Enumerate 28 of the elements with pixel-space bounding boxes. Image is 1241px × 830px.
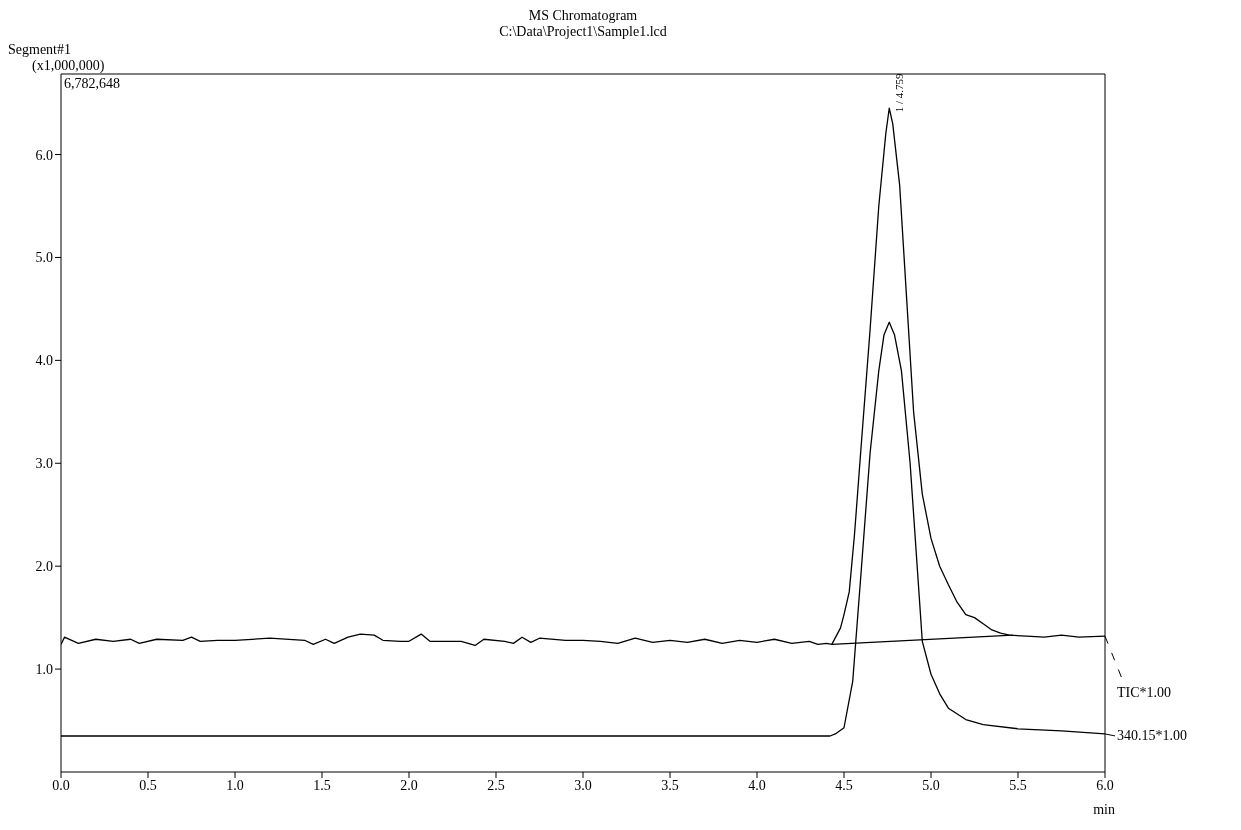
x-tick-label: 2.5	[487, 777, 505, 793]
text: TIC*1.00	[1117, 685, 1172, 701]
x-tick-label: 6.0	[1096, 777, 1114, 793]
x-tick-label: 3.5	[661, 777, 679, 793]
x-tick-label: 3.0	[574, 777, 592, 793]
x-tick-label: 4.0	[748, 777, 766, 793]
annotation: 1 / 4.759	[893, 72, 906, 113]
chart-title: MS Chromatogram	[527, 8, 639, 24]
x-tick-label: 2.0	[400, 777, 418, 793]
x-tick-label: 0.5	[139, 777, 157, 793]
chart-subtitle: C:\Data\Project1\Sample1.lcd	[498, 24, 668, 40]
y-tick-label: 1.0	[35, 662, 53, 678]
y-tick-label: 5.0	[35, 250, 53, 266]
y-tick-label: 3.0	[35, 456, 53, 472]
x-tick-label: 5.5	[1009, 777, 1027, 793]
x-tick-label: 5.0	[922, 777, 940, 793]
x-axis-title: min	[1093, 802, 1115, 817]
annotation: 6,782,648	[64, 76, 120, 92]
x-tick-label: 1.5	[313, 777, 331, 793]
legend-label: 340.15*1.00	[1117, 727, 1187, 743]
text: Segment#1	[8, 42, 71, 58]
y-tick-label: 6.0	[35, 147, 53, 163]
y-tick-label: 4.0	[35, 353, 53, 369]
y-tick-label: 2.0	[35, 559, 53, 575]
x-tick-label: 4.5	[835, 777, 853, 793]
x-tick-label: 0.0	[52, 777, 70, 793]
y-axis-title: (x1,000,000)	[32, 58, 105, 74]
x-tick-label: 1.0	[226, 777, 244, 793]
